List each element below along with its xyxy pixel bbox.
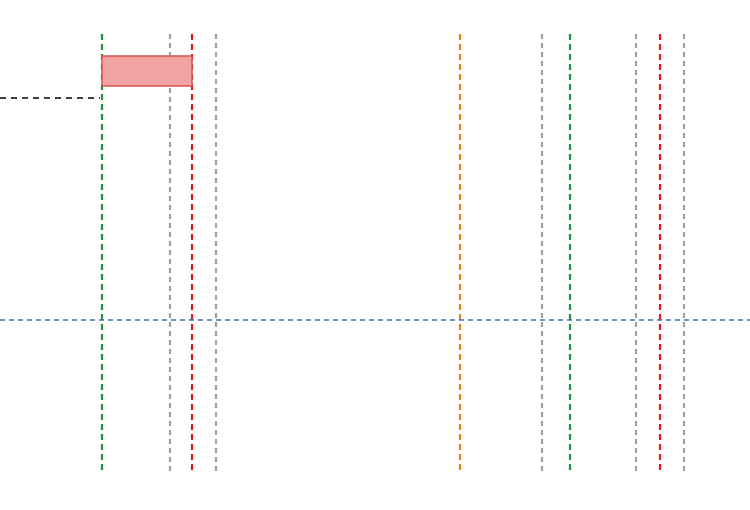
bad-quality-segment [102, 56, 192, 86]
timing-diagram [0, 0, 750, 510]
